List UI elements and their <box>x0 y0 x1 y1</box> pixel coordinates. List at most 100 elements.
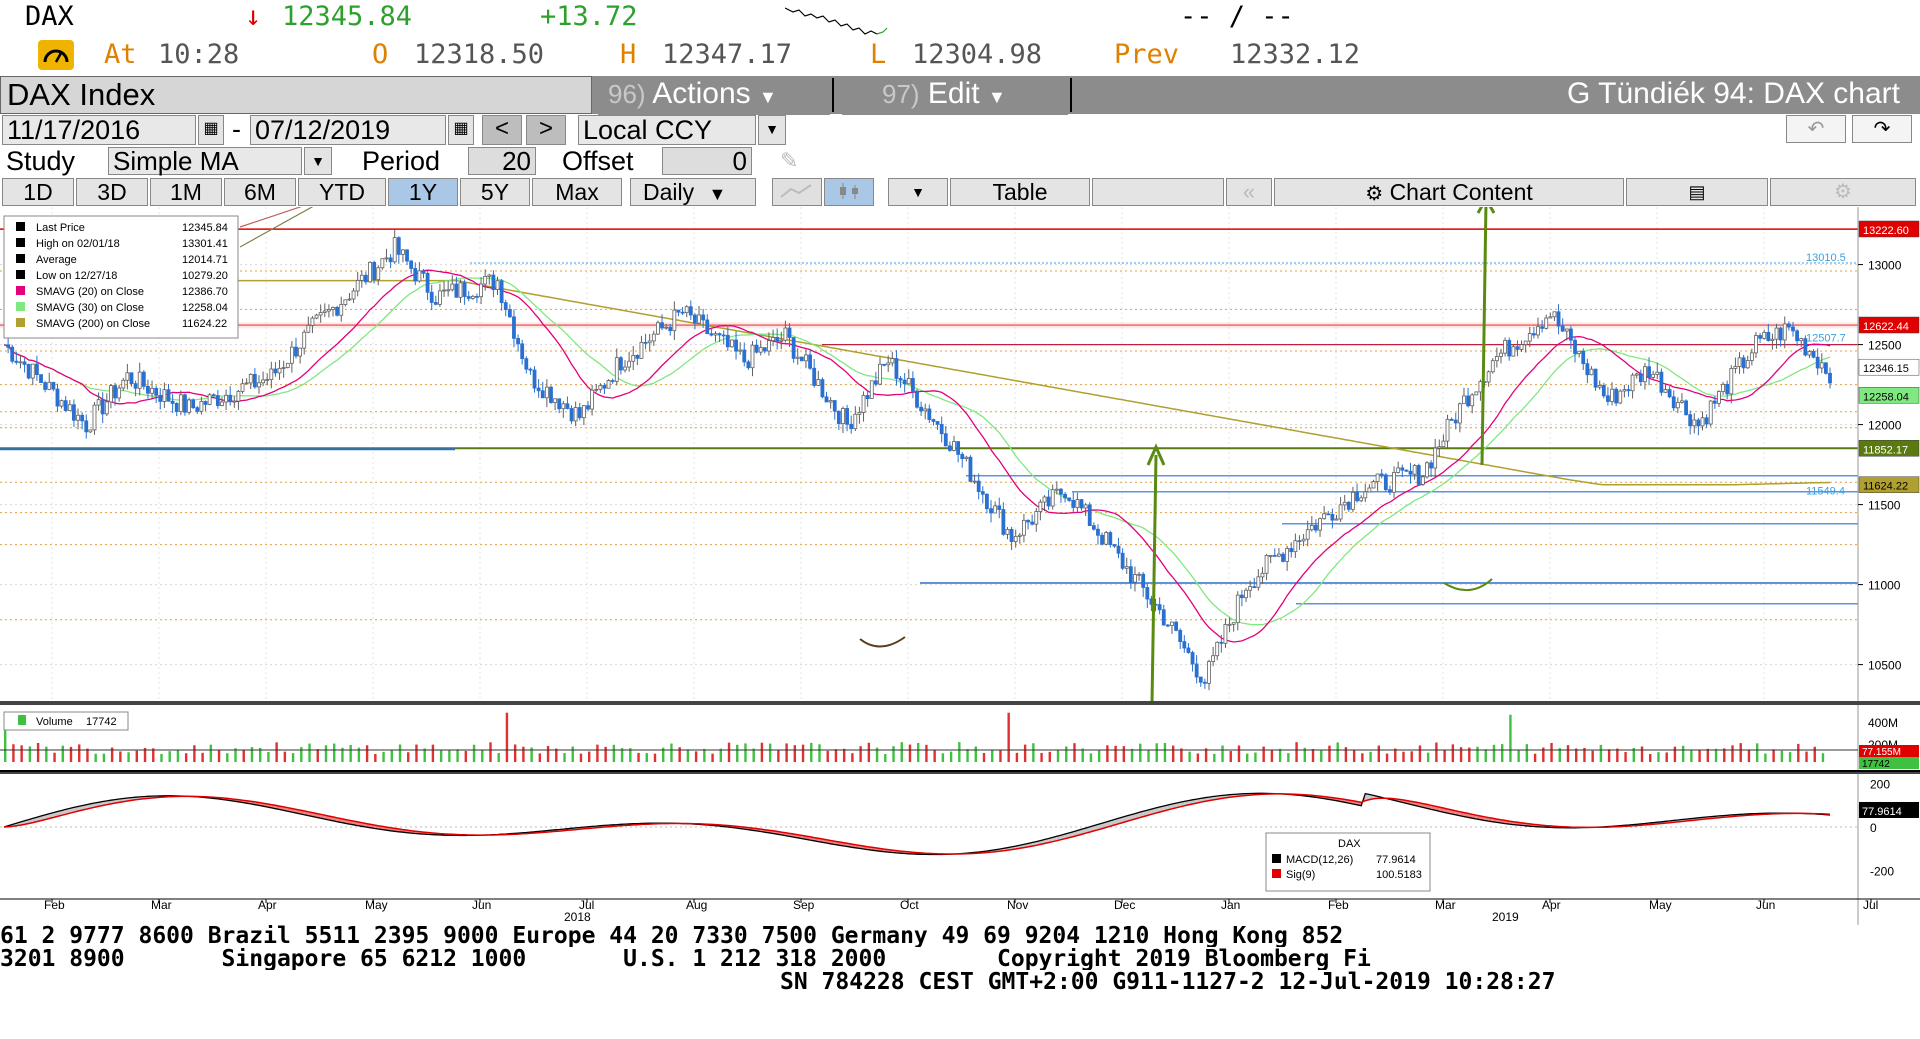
candle-body <box>158 394 163 402</box>
candle-body <box>1075 499 1080 508</box>
period-button-max[interactable]: Max <box>532 178 622 206</box>
price-tag <box>1858 476 1920 493</box>
candle-body <box>343 299 348 305</box>
period-button-ytd[interactable]: YTD <box>298 178 386 206</box>
candle-body <box>347 298 352 301</box>
price-tag <box>1858 440 1920 457</box>
candle-body <box>869 380 874 399</box>
next-range-button[interactable]: > <box>526 115 566 145</box>
chart-content-icon: ⚙ <box>1365 183 1384 205</box>
volume-bar <box>4 723 7 762</box>
candle-body <box>1791 326 1795 332</box>
candle-body <box>458 282 463 298</box>
candle-body <box>1601 385 1606 397</box>
macd-tag-label: 77.9614 <box>1862 806 1902 818</box>
candle-body <box>1712 400 1717 404</box>
candle-body <box>183 394 187 413</box>
volume-bar <box>1336 742 1339 762</box>
blank-toolbar-field[interactable] <box>1092 178 1224 206</box>
pencil-icon[interactable]: ✎ <box>780 148 799 173</box>
volume-bar <box>1476 746 1479 762</box>
month-label: Apr <box>258 898 277 912</box>
redo-icon[interactable]: ↷ <box>1852 115 1912 143</box>
volume-bar <box>1213 753 1216 762</box>
volume-bar <box>1106 745 1109 762</box>
candle-body <box>1400 467 1405 471</box>
period-button-1m[interactable]: 1M <box>150 178 222 206</box>
candle-body <box>257 382 261 388</box>
period-button-6m[interactable]: 6M <box>224 178 296 206</box>
candle-body <box>174 403 179 413</box>
chart-type-dropdown[interactable]: ▼ <box>888 178 948 206</box>
candle-body <box>466 296 471 299</box>
period-button-1y[interactable]: 1Y <box>388 178 458 206</box>
candle-body <box>1717 391 1721 404</box>
candle-body <box>1244 589 1248 599</box>
volume-bar <box>719 748 722 762</box>
actions-menu[interactable]: 96) Actions ▼ <box>598 76 830 115</box>
table-button[interactable]: Table <box>950 178 1090 206</box>
undo-icon[interactable]: ↶ <box>1786 115 1846 143</box>
candle-body <box>693 314 697 324</box>
edit-label: Edit <box>927 77 980 110</box>
volume-bar <box>1065 746 1068 762</box>
candle-body <box>450 283 455 291</box>
month-label: Jun <box>1756 898 1775 912</box>
layout-icon[interactable]: ▤ <box>1626 178 1768 206</box>
gear-icon[interactable]: ⚙ <box>1770 178 1916 206</box>
candle-body <box>1474 391 1479 396</box>
candle-body <box>894 358 899 379</box>
volume-bar <box>382 751 385 762</box>
candle-body <box>931 419 936 422</box>
period-input[interactable]: 20 <box>468 147 536 175</box>
candle-body <box>322 310 327 313</box>
candle-body <box>927 408 932 420</box>
security-field[interactable]: DAX Index <box>0 76 592 114</box>
macd-legend-label: Sig(9) <box>1286 869 1315 881</box>
candle-body <box>1264 555 1269 574</box>
volume-bar <box>859 746 862 762</box>
candle-body <box>1704 417 1709 425</box>
period-button-5y[interactable]: 5Y <box>460 178 530 206</box>
calendar-icon[interactable]: ▦ <box>198 115 224 145</box>
candle-body <box>1277 553 1281 557</box>
candle-body <box>76 414 80 421</box>
candle-body <box>1342 501 1347 506</box>
prev-range-button[interactable]: < <box>482 115 522 145</box>
candle-icon[interactable] <box>824 178 874 206</box>
start-date-field[interactable]: 11/17/2016 <box>2 115 196 145</box>
chevron-down-icon[interactable]: ▼ <box>758 115 786 145</box>
line-chart-icon[interactable] <box>772 178 822 206</box>
edit-menu[interactable]: 97) Edit ▼ <box>842 76 1068 115</box>
candle-body <box>1334 518 1339 521</box>
end-date-field[interactable]: 07/12/2019 <box>250 115 446 145</box>
open-label: O <box>372 39 389 70</box>
study-select[interactable]: Simple MA <box>108 147 302 175</box>
period-button-1d[interactable]: 1D <box>2 178 74 206</box>
candle-body <box>376 267 381 281</box>
price-chart[interactable]: 13000 12500 12000 11500 11000 10500 13222.60 12… <box>0 207 1920 925</box>
candle-body <box>298 347 303 357</box>
footer-line-2: 3201 8900 Singapore 65 6212 1000 U.S. 1 … <box>0 948 1371 970</box>
candle-body <box>1573 339 1577 354</box>
candle-body <box>1453 419 1458 424</box>
candle-body <box>487 274 492 277</box>
legend-swatch <box>16 302 25 311</box>
volume-bar <box>1188 751 1191 762</box>
double-chevron-left-icon[interactable]: « <box>1226 178 1272 206</box>
candle-body <box>1766 331 1771 341</box>
candle-body <box>1404 469 1409 472</box>
volume-bar <box>1287 753 1290 762</box>
volume-bar <box>1492 744 1496 762</box>
chevron-down-icon[interactable]: ▼ <box>304 147 332 175</box>
currency-select[interactable]: Local CCY <box>578 115 756 145</box>
speedometer-icon[interactable] <box>38 40 74 70</box>
frequency-select[interactable]: Daily ▼ <box>630 178 756 206</box>
candle-body <box>660 322 664 329</box>
candle-body <box>1301 538 1306 542</box>
period-button-3d[interactable]: 3D <box>76 178 148 206</box>
chart-content-button[interactable]: ⚙ Chart Content <box>1274 178 1624 206</box>
offset-input[interactable]: 0 <box>662 147 752 175</box>
calendar-icon[interactable]: ▦ <box>448 115 474 145</box>
volume-bar <box>28 746 32 762</box>
